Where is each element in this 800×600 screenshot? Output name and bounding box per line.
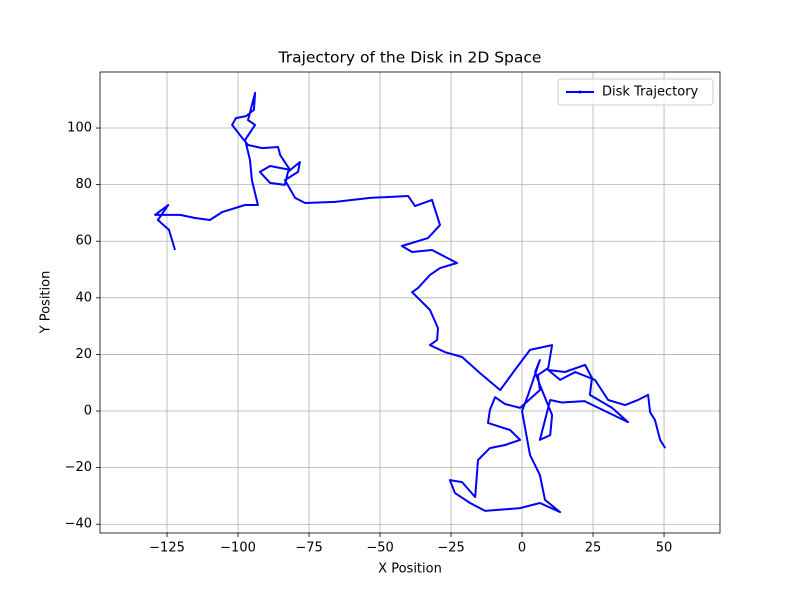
x-tick-label: 0 — [518, 541, 526, 556]
x-axis-label: X Position — [378, 562, 442, 577]
legend: Disk Trajectory — [557, 78, 714, 106]
x-tick-label: −75 — [295, 541, 322, 556]
plot-frame — [99, 71, 721, 534]
x-tick-label: −125 — [149, 541, 185, 556]
legend-marker — [578, 90, 582, 94]
legend-box — [557, 78, 714, 106]
y-tick-label: 0 — [84, 404, 92, 419]
x-tick-label: −25 — [437, 541, 464, 556]
y-tick-label: −40 — [65, 517, 92, 532]
chart-title: Trajectory of the Disk in 2D Space — [278, 49, 542, 67]
x-tick-label: −50 — [366, 541, 393, 556]
x-tick-label: −100 — [220, 541, 256, 556]
y-tick-label: 100 — [67, 121, 92, 136]
y-tick-label: 40 — [75, 290, 92, 305]
trajectory-line — [154, 91, 667, 514]
y-tick-label: −20 — [65, 460, 92, 475]
x-tick-label: 50 — [656, 541, 673, 556]
y-tick-label: 20 — [75, 347, 92, 362]
y-tick-label: 80 — [75, 177, 92, 192]
y-tick-label: 60 — [75, 234, 92, 249]
y-axis-label: Y Position — [39, 271, 54, 335]
x-tick-label: 25 — [585, 541, 602, 556]
legend-label: Disk Trajectory — [602, 85, 699, 100]
